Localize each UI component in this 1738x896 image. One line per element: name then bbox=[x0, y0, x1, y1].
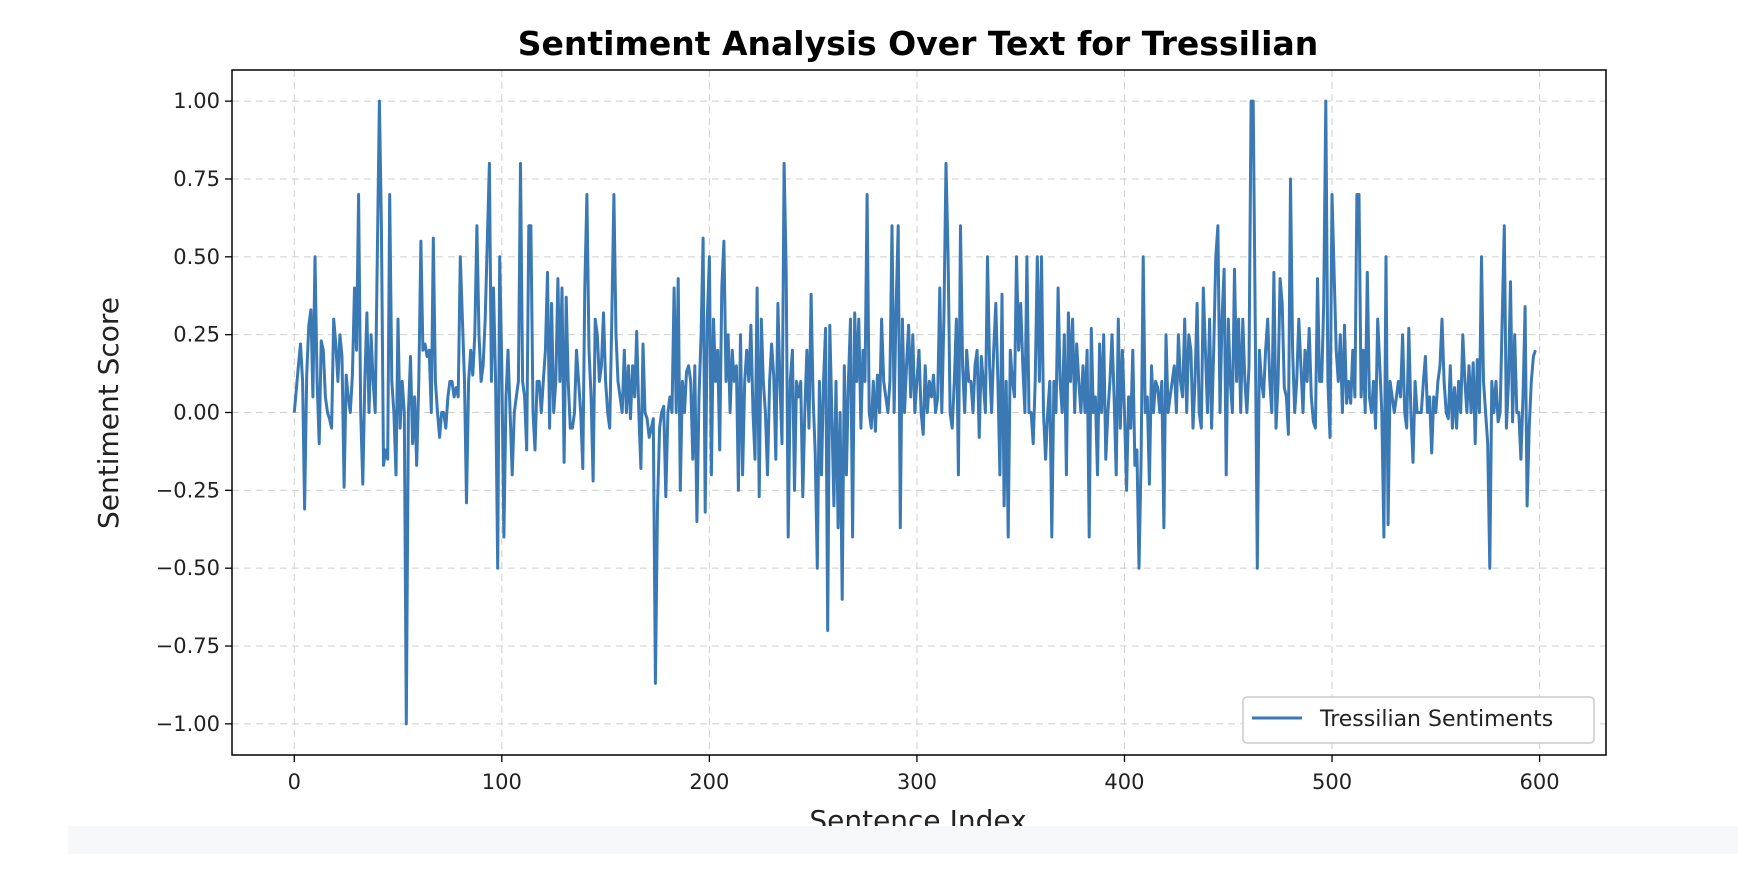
bottom-band bbox=[68, 826, 1738, 854]
legend-entry-label: Tressilian Sentiments bbox=[1319, 707, 1553, 732]
x-tick-label: 500 bbox=[1312, 770, 1352, 794]
y-tick-label: 0.00 bbox=[173, 401, 220, 425]
y-tick-label: −0.75 bbox=[156, 634, 220, 658]
y-axis-ticks: 1.00 0.75 0.50 0.25 0.00 −0.25 −0.50 −0.75 −1.00 bbox=[156, 89, 232, 736]
x-axis-ticks: 0 100 200 300 400 500 600 bbox=[288, 755, 1560, 794]
chart-title: Sentiment Analysis Over Text for Tressil… bbox=[518, 24, 1319, 63]
y-tick-label: 0.50 bbox=[173, 245, 220, 269]
y-tick-label: 1.00 bbox=[173, 89, 220, 113]
x-tick-label: 300 bbox=[897, 770, 937, 794]
x-tick-label: 0 bbox=[288, 770, 301, 794]
plot-frame bbox=[231, 69, 1607, 756]
legend: Tressilian Sentiments bbox=[1242, 696, 1595, 744]
x-tick-label: 100 bbox=[482, 770, 522, 794]
y-tick-label: 0.75 bbox=[173, 167, 220, 191]
x-tick-label: 600 bbox=[1520, 770, 1560, 794]
y-tick-label: −0.50 bbox=[156, 556, 220, 580]
legend-box bbox=[1242, 696, 1595, 744]
y-tick-label: −1.00 bbox=[156, 712, 220, 736]
series-line-tressilian-sentiments bbox=[292, 99, 1537, 726]
y-tick-label: 0.25 bbox=[173, 323, 220, 347]
x-tick-label: 400 bbox=[1104, 770, 1144, 794]
y-axis-label: Sentiment Score bbox=[92, 297, 125, 529]
y-tick-label: −0.25 bbox=[156, 478, 220, 502]
x-tick-label: 200 bbox=[689, 770, 729, 794]
